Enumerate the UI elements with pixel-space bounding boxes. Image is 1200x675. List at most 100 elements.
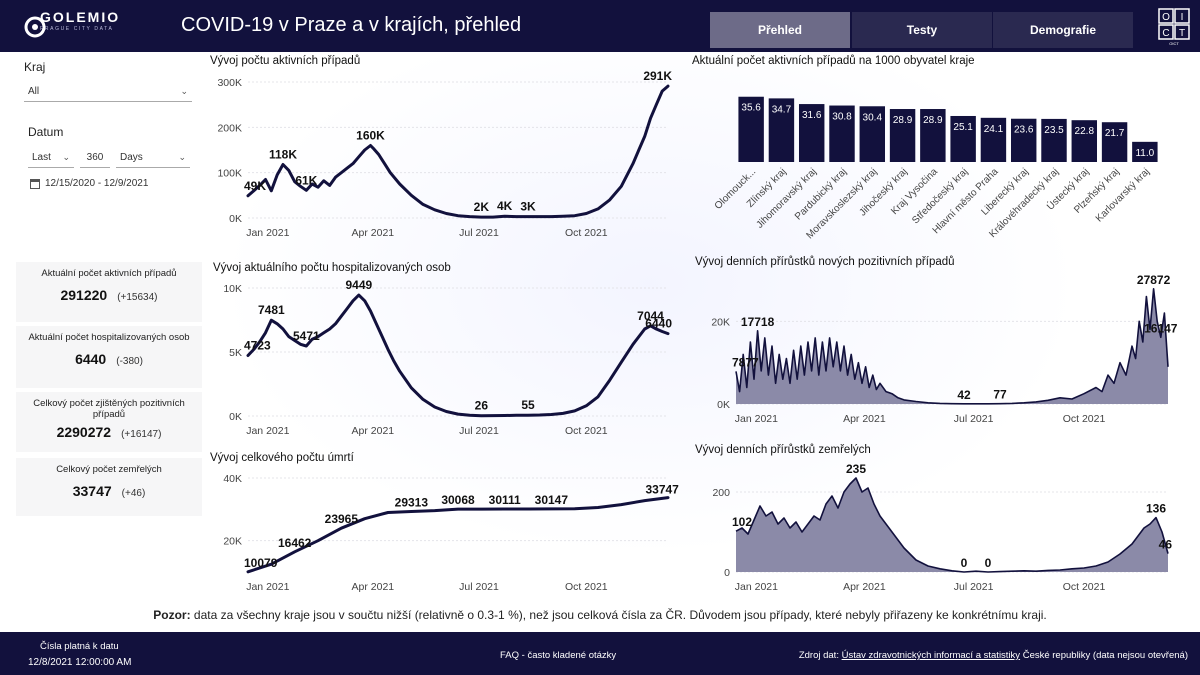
x-tick-label: Oct 2021 <box>565 227 608 239</box>
period-count-input[interactable]: 360 <box>80 148 110 168</box>
y-tick-label: 40K <box>223 473 242 485</box>
data-label: 30111 <box>489 493 521 507</box>
bar <box>1010 118 1037 162</box>
kpi-title: Aktuální počet hospitalizovaných osob <box>28 332 190 343</box>
x-tick-label: Oct 2021 <box>565 581 608 593</box>
oict-logo: O I C T OICT <box>1158 8 1190 46</box>
period-mode-select[interactable]: Last ⌄ <box>28 148 74 168</box>
kpi-delta: (+15634) <box>117 292 158 303</box>
tab-demografie[interactable]: Demografie <box>993 12 1133 48</box>
x-tick-label: Jul 2021 <box>459 227 499 239</box>
data-label: 118K <box>269 148 297 162</box>
y-tick-label: 5K <box>229 347 242 359</box>
x-tick-label: Oct 2021 <box>1063 413 1106 425</box>
data-label: 26 <box>475 399 489 413</box>
kraj-select[interactable]: All ⌄ <box>24 82 192 102</box>
bar <box>1101 122 1128 162</box>
bar-category-label: Karlovarský kraj <box>1094 166 1152 224</box>
y-tick-label: 20K <box>711 316 730 328</box>
x-tick-label: Jul 2021 <box>954 581 994 593</box>
bar <box>829 105 855 162</box>
x-tick-label: Apr 2021 <box>843 413 886 425</box>
bar-value-label: 28.9 <box>923 115 943 126</box>
series-line <box>735 477 1169 573</box>
data-label: 42 <box>957 388 971 402</box>
data-label: 7481 <box>258 303 285 317</box>
bar <box>950 115 976 162</box>
kpi-title: Celkový počet zemřelých <box>56 464 162 475</box>
bar-category-label: Středočeský kraj <box>910 166 970 226</box>
kpi-delta: (+46) <box>121 488 146 499</box>
source-suffix: České republiky (data nejsou otevřená) <box>1020 650 1188 661</box>
bar-value-label: 30.4 <box>863 112 883 123</box>
source-link[interactable]: Ústav zdravotnických informací a statist… <box>841 650 1021 661</box>
bar <box>859 106 886 162</box>
data-label: 102 <box>732 515 752 529</box>
bar <box>738 96 764 162</box>
y-tick-label: 10K <box>223 283 242 295</box>
golemio-logo[interactable] <box>22 8 142 46</box>
notice-bold: Pozor: <box>153 608 191 622</box>
kpi-title: Aktuální počet aktivních případů <box>41 268 177 279</box>
kpi-delta: (+16147) <box>121 429 162 440</box>
x-tick-label: Jan 2021 <box>246 227 289 239</box>
oict-letter-i: I <box>1181 12 1184 23</box>
data-label: 16462 <box>278 536 312 550</box>
kpi-value: 291220 <box>60 287 108 303</box>
x-tick-label: Apr 2021 <box>352 425 395 437</box>
period-unit-select[interactable]: Days ⌄ <box>116 148 190 168</box>
kpi-hospitalized: Aktuální počet hospitalizovaných osob 64… <box>16 326 202 388</box>
bar-value-label: 21.7 <box>1105 128 1125 139</box>
faq-link[interactable]: FAQ - často kladené otázky <box>500 650 617 661</box>
kraj-select-value: All <box>28 86 40 97</box>
chart-title-new-cases: Vývoj denních přírůstků nových pozitivní… <box>695 256 955 268</box>
data-label: 0 <box>985 556 992 570</box>
x-tick-label: Jul 2021 <box>459 425 499 437</box>
kpi-value: 2290272 <box>56 424 112 440</box>
new-cases-chart[interactable]: 20K 0K Jan 2021 Apr 2021 Jul 2021 Oct 2021 787… <box>690 272 1190 427</box>
bar-value-label: 23.6 <box>1014 125 1034 136</box>
data-label: 6440 <box>645 317 672 331</box>
chevron-down-icon: ⌄ <box>178 152 186 162</box>
bar-value-label: 35.6 <box>741 103 761 114</box>
data-label: 10079 <box>244 556 278 570</box>
page-title: COVID-19 v Praze a v krajích, přehled <box>181 14 522 36</box>
bar <box>1071 120 1098 162</box>
active-cases-chart[interactable]: 300K 200K 100K 0K Jan 2021 Apr 2021 Jul 2021 Oc… <box>200 70 680 245</box>
data-label: 33747 <box>645 482 679 496</box>
x-tick-label: Jan 2021 <box>735 413 778 425</box>
data-label: 2K <box>474 200 490 214</box>
oict-letter-c: C <box>1162 28 1169 39</box>
data-label: 27872 <box>1137 273 1171 287</box>
total-deaths-chart[interactable]: 40K 20K Jan 2021 Apr 2021 Jul 2021 Oct 2021 10… <box>200 468 680 596</box>
tab-testy[interactable]: Testy <box>852 12 992 48</box>
bar-value-label: 23.5 <box>1044 125 1064 136</box>
data-label: 4723 <box>244 339 271 353</box>
period-unit-value: Days <box>120 152 143 163</box>
bar-value-label: 24.1 <box>984 124 1004 135</box>
data-label: 30068 <box>441 493 475 507</box>
data-label: 160K <box>356 128 385 142</box>
bar-value-label: 25.1 <box>953 122 973 133</box>
new-deaths-chart[interactable]: 200 0 Jan 2021 Apr 2021 Jul 2021 Oct 2021 102 2… <box>690 460 1190 595</box>
kpi-title: Celkový počet zjištěných pozitivních pří… <box>33 398 185 420</box>
y-tick-label: 20K <box>223 536 242 548</box>
data-label: 7044 <box>637 309 664 323</box>
data-label: 235 <box>846 462 866 476</box>
valid-date-label: Čísla platná k datu <box>40 641 119 652</box>
bar <box>920 109 946 162</box>
kpi-value: 33747 <box>72 483 112 499</box>
y-tick-label: 200K <box>217 122 242 134</box>
y-tick-label: 100K <box>217 168 242 180</box>
x-tick-label: Jan 2021 <box>735 581 778 593</box>
tab-prehled[interactable]: Přehled <box>710 12 850 48</box>
date-range[interactable]: 12/15/2020 - 12/9/2021 <box>30 178 148 189</box>
x-tick-label: Jul 2021 <box>459 581 499 593</box>
oict-letter-o: O <box>1162 12 1170 23</box>
hospitalized-chart[interactable]: 10K 5K 0K Jan 2021 Apr 2021 Jul 2021 Oct 2021 4… <box>200 278 680 438</box>
data-label: 29313 <box>395 495 429 509</box>
y-tick-label: 0K <box>717 399 730 411</box>
calendar-icon <box>30 178 40 189</box>
chart-title-new-deaths: Vývoj denních přírůstků zemřelých <box>695 444 871 456</box>
